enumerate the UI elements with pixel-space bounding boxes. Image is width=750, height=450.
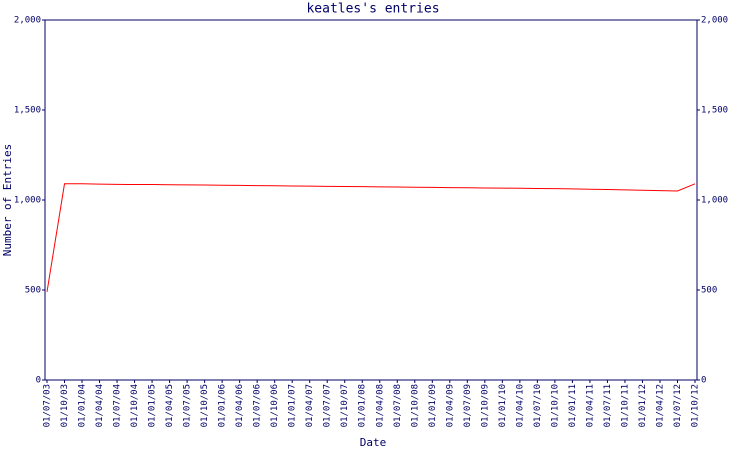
x-tick-label: 01/04/08 — [375, 384, 385, 427]
x-tick-label: 01/04/09 — [445, 384, 455, 427]
x-tick-label: 01/07/03 — [43, 384, 53, 427]
x-tick-label: 01/01/08 — [358, 384, 368, 427]
y-tick-label: 1,000 — [14, 196, 41, 206]
x-tick-label: 01/10/12 — [691, 384, 701, 427]
y-tick-label: 1,500 — [14, 106, 41, 116]
data-line — [46, 183, 696, 292]
x-tick-label: 01/10/06 — [270, 384, 280, 427]
x-tick-label: 01/01/11 — [568, 384, 578, 427]
y-tick-label: 0 — [36, 376, 41, 386]
x-tick-label: 01/10/07 — [340, 384, 350, 427]
x-tick-label: 01/10/11 — [620, 384, 630, 427]
x-tick-label: 01/07/10 — [533, 384, 543, 427]
x-tick-label: 01/10/04 — [130, 384, 140, 427]
x-tick-label: 01/01/10 — [498, 384, 508, 427]
x-tick-label: 01/07/12 — [673, 384, 683, 427]
y-tick-label: 2,000 — [14, 16, 41, 26]
x-tick-label: 01/10/03 — [60, 384, 70, 427]
x-tick-label: 01/10/05 — [200, 384, 210, 427]
x-tick-label: 01/04/10 — [515, 384, 525, 427]
y2-tick-label: 2,000 — [701, 16, 728, 26]
y-axis-label: Number of Entries — [1, 144, 14, 257]
y2-tick-label: 1,000 — [701, 196, 728, 206]
x-tick-label: 01/01/05 — [148, 384, 158, 427]
x-tick-label: 01/10/10 — [550, 384, 560, 427]
x-tick-label: 01/01/12 — [638, 384, 648, 427]
x-tick-label: 01/04/06 — [235, 384, 245, 427]
x-tick-label: 01/07/08 — [393, 384, 403, 427]
x-tick-label: 01/07/07 — [323, 384, 333, 427]
y-tick-label: 500 — [25, 286, 41, 296]
x-tick-label: 01/10/09 — [480, 384, 490, 427]
x-tick-label: 01/04/05 — [165, 384, 175, 427]
x-tick-label: 01/07/09 — [463, 384, 473, 427]
x-tick-label: 01/04/12 — [655, 384, 665, 427]
y2-tick-label: 500 — [701, 286, 717, 296]
plot-frame — [44, 19, 698, 381]
x-tick-label: 01/04/11 — [585, 384, 595, 427]
x-tick-label: 01/01/06 — [218, 384, 228, 427]
x-tick-label: 01/04/07 — [305, 384, 315, 427]
x-tick-label: 01/07/06 — [253, 384, 263, 427]
y2-tick-label: 0 — [701, 376, 706, 386]
x-tick-label: 01/04/04 — [95, 384, 105, 427]
x-axis-label: Date — [360, 436, 387, 449]
x-tick-label: 01/07/05 — [183, 384, 193, 427]
x-tick-label: 01/07/04 — [113, 384, 123, 427]
x-tick-label: 01/01/04 — [78, 384, 88, 427]
x-tick-label: 01/07/11 — [603, 384, 613, 427]
chart-title: keatles's entries — [306, 2, 439, 17]
x-tick-label: 01/01/07 — [288, 384, 298, 427]
x-tick-label: 01/10/08 — [410, 384, 420, 427]
x-tick-label: 01/01/09 — [428, 384, 438, 427]
y2-tick-label: 1,500 — [701, 106, 728, 116]
